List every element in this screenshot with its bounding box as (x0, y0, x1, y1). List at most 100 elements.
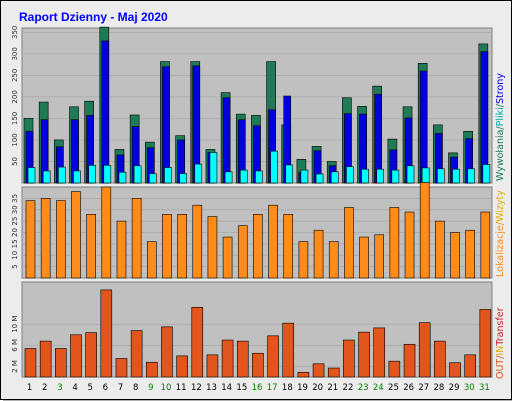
day-label: 11 (176, 383, 187, 393)
day-label: 23 (358, 383, 369, 393)
day-label: 19 (297, 383, 308, 393)
bar-wizyty (465, 229, 475, 279)
transfer-y-tick-label: 10 M (11, 316, 19, 333)
day-label: 8 (133, 383, 138, 393)
bar-strony (419, 70, 428, 184)
day-label: 27 (418, 383, 429, 393)
day-label: 1 (27, 383, 32, 393)
bar-pliki (239, 169, 248, 184)
bar-pliki (88, 165, 96, 184)
day-label: 9 (148, 383, 153, 393)
bar-transfer (418, 322, 431, 378)
bar-pliki (361, 168, 369, 184)
bar-wizyty (207, 216, 218, 279)
bar-wizyty (450, 232, 460, 279)
bar-pliki (315, 173, 324, 184)
bar-transfer (297, 371, 310, 378)
bar-pliki (73, 170, 81, 184)
bar-transfer (434, 340, 446, 378)
visits-y-tick-label: 15 (11, 239, 19, 248)
bar-pliki (391, 169, 400, 184)
panels: 50 100 150 200 250 300 350 5 10 15 20 25 30 35 2 M 6 M 1… (11, 26, 493, 378)
visits-y-tick-label: 25 (11, 217, 19, 226)
bar-transfer (267, 335, 279, 378)
bar-wizyty (268, 204, 278, 279)
hits-panel: 50 100 150 200 250 300 350 (11, 26, 493, 184)
bar-pliki (58, 166, 66, 184)
bar-transfer (358, 331, 370, 378)
side-legend-part: Transfer (495, 307, 506, 346)
bar-transfer (176, 355, 188, 378)
side-legend-part: / (495, 355, 506, 359)
day-label: 20 (312, 383, 323, 393)
side-legend-part: / (495, 103, 506, 107)
bar-pliki (437, 168, 445, 184)
bar-pliki (118, 171, 127, 184)
side-legend-part: Wizyty (495, 190, 506, 222)
bar-wizyty (480, 211, 491, 279)
bar-wizyty (374, 234, 385, 279)
bar-transfer (100, 289, 113, 378)
bar-pliki (406, 165, 415, 184)
day-label: 4 (72, 383, 77, 393)
bar-pliki (27, 167, 36, 184)
day-label: 25 (388, 383, 399, 393)
bar-transfer (161, 326, 173, 378)
hits-y-tick-label: 150 (11, 112, 19, 125)
bar-pliki (452, 168, 460, 184)
transfer-panel: 2 M 6 M 10 M (11, 281, 493, 378)
transfer-y-tick-label: 6 M (11, 339, 19, 352)
bar-pliki (467, 168, 475, 184)
side-legend-part: Pliki (495, 107, 506, 126)
day-label: 2 (42, 383, 47, 393)
side-legend-part: OUT (495, 359, 506, 379)
bar-transfer (39, 340, 52, 378)
bar-pliki (42, 170, 51, 184)
day-label: 24 (373, 383, 384, 393)
visits-y-tick-label: 30 (11, 205, 19, 214)
bar-transfer (24, 348, 37, 378)
day-label: 7 (118, 383, 123, 393)
day-label: 31 (479, 383, 490, 393)
bar-strony (222, 97, 231, 184)
bar-transfer (206, 354, 219, 378)
bar-wizyty (86, 214, 96, 279)
visits-y-tick-label: 10 (11, 251, 19, 260)
side-legend-part: IN (495, 346, 506, 356)
bar-transfer (236, 340, 249, 378)
visits-y-tick-label: 35 (11, 194, 19, 203)
bar-wizyty (40, 198, 51, 279)
bar-wizyty (116, 220, 127, 279)
bar-wizyty (222, 236, 233, 279)
bar-wizyty (146, 241, 157, 279)
day-label: 10 (161, 383, 172, 393)
bar-wizyty (71, 191, 81, 279)
bar-wizyty (192, 204, 203, 279)
bar-transfer (130, 330, 143, 378)
chart-title: Raport Dzienny - Maj 2020 (19, 10, 168, 24)
bar-transfer (449, 362, 461, 378)
bar-wizyty (162, 214, 172, 279)
bar-pliki (148, 173, 157, 184)
side-legends: Wywołania/Pliki/StronyLokalizacje/Wizyty… (495, 73, 506, 379)
hits-y-tick-label: 250 (11, 69, 19, 82)
bar-wizyty (25, 200, 36, 279)
bar-wizyty (359, 236, 369, 279)
bar-wizyty (283, 214, 294, 279)
bar-wizyty (131, 198, 142, 279)
day-label: 5 (88, 383, 93, 393)
day-label: 29 (449, 383, 460, 393)
hits-y-tick-label: 50 (11, 157, 19, 166)
bar-pliki (270, 150, 278, 184)
bar-transfer (343, 339, 355, 378)
bar-transfer (403, 343, 416, 378)
day-label: 15 (236, 383, 247, 393)
bar-pliki (194, 163, 203, 184)
bar-transfer (145, 361, 158, 378)
bar-pliki (421, 167, 430, 184)
bar-wizyty (389, 207, 400, 279)
hits-y-tick-label: 200 (11, 90, 19, 103)
day-label: 30 (464, 383, 475, 393)
bar-wizyty (344, 207, 354, 279)
bar-wizyty (177, 214, 187, 279)
